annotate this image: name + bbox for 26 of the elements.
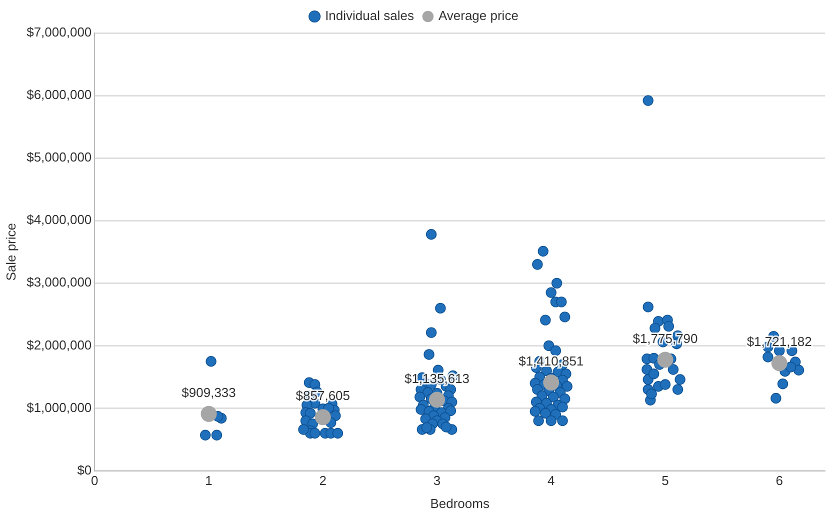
y-tick-label: $1,000,000 — [26, 400, 92, 415]
point — [200, 406, 217, 422]
y-tick-label: $0 — [77, 462, 92, 478]
y-tick-label: $6,000,000 — [26, 87, 92, 102]
x-tick-label: 0 — [91, 473, 98, 488]
point — [657, 352, 674, 368]
point — [543, 374, 560, 391]
point — [314, 409, 331, 426]
data-label: $909,333 — [182, 385, 236, 400]
point — [771, 355, 788, 372]
legend-label: Average price — [438, 8, 518, 24]
x-axis-title: Bedrooms — [430, 496, 490, 511]
point — [429, 392, 446, 408]
legend-label: Individual sales — [325, 8, 414, 24]
x-tick-label: 5 — [662, 473, 669, 488]
y-tick-label: $2,000,000 — [26, 337, 92, 352]
y-tick-label: $7,000,000 — [26, 24, 92, 40]
y-axis-title: Sale price — [3, 222, 18, 281]
x-tick-label: 1 — [205, 473, 212, 488]
y-tick-label: $5,000,000 — [26, 150, 92, 165]
x-tick-label: 3 — [433, 473, 441, 488]
y-tick-label: $4,000,000 — [26, 212, 92, 228]
y-tick-label: $3,000,000 — [26, 274, 92, 290]
x-tick-label: 6 — [776, 473, 783, 488]
x-tick-label: 4 — [548, 473, 555, 488]
x-tick-label: 2 — [319, 473, 327, 488]
